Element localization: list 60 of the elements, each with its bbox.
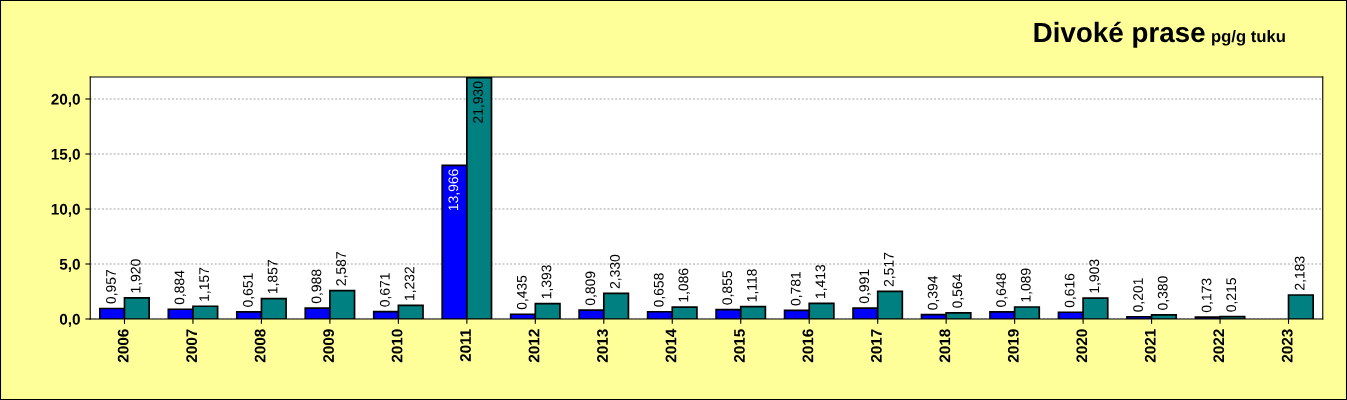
- data-label: 0,651: [243, 273, 255, 307]
- data-label: 2,587: [336, 252, 348, 286]
- data-label: 1,413: [815, 264, 827, 298]
- x-tick-label: 2016: [802, 329, 814, 363]
- data-label: 0,201: [1133, 278, 1145, 312]
- x-tick-label: 2021: [1144, 329, 1156, 363]
- data-label: 1,857: [267, 260, 280, 294]
- x-tick-label: 2023: [1281, 329, 1293, 363]
- data-label: 1,118: [746, 269, 759, 302]
- data-label: 1,086: [678, 268, 690, 302]
- data-label: 1,232: [404, 266, 417, 300]
- data-label: 0,380: [1157, 276, 1170, 310]
- data-label: 1,157: [199, 267, 211, 301]
- x-tick-label: 2010: [391, 329, 403, 363]
- data-label: 0,884: [174, 270, 186, 305]
- data-label: 2,517: [883, 252, 896, 287]
- data-label: 1,393: [541, 265, 554, 299]
- x-tick-label: 2009: [323, 329, 334, 363]
- x-tick-label: 2007: [186, 329, 198, 363]
- data-label: 0,215: [1226, 278, 1238, 312]
- data-label: 0,616: [1064, 273, 1077, 308]
- data-label: 0,781: [790, 271, 803, 306]
- x-tick-label: 2012: [528, 329, 540, 363]
- data-label: 0,957: [106, 270, 118, 304]
- x-tick-label: 2015: [734, 329, 745, 363]
- y-tick-label: 0,0: [59, 313, 80, 327]
- y-tick-label: 10,0: [51, 203, 80, 217]
- x-tick-label: 2011: [460, 329, 471, 362]
- x-tick-label: 2020: [1076, 329, 1088, 363]
- data-label: 0,988: [311, 269, 323, 304]
- data-label: 0,671: [379, 273, 392, 307]
- x-tick-label: 2006: [117, 329, 129, 363]
- y-tick-label: 15,0: [51, 148, 80, 162]
- data-label: 1,903: [1089, 259, 1101, 293]
- y-tick-label: 20,0: [51, 93, 80, 107]
- data-label: 0,648: [996, 273, 1008, 307]
- data-label: 0,173: [1201, 278, 1214, 313]
- y-tick-label: 5,0: [59, 258, 80, 272]
- data-label: 0,991: [859, 269, 871, 304]
- data-label: 21,930: [473, 81, 485, 123]
- data-label: 0,809: [585, 271, 597, 306]
- data-label: 2,330: [610, 254, 622, 289]
- data-label: 0,394: [927, 275, 940, 310]
- data-label: 1,920: [130, 259, 143, 293]
- x-tick-label: 2017: [870, 329, 882, 363]
- x-tick-label: 2013: [597, 329, 608, 363]
- data-label: 0,855: [722, 271, 734, 305]
- data-label: 1,089: [1020, 268, 1033, 302]
- x-tick-label: 2014: [665, 328, 677, 363]
- x-tick-label: 2008: [254, 329, 266, 363]
- data-label: 13,966: [448, 169, 460, 211]
- x-tick-label: 2019: [1007, 329, 1019, 363]
- data-label: 0,658: [653, 273, 666, 307]
- data-label: 0,435: [516, 275, 529, 310]
- data-label: 0,564: [952, 274, 964, 308]
- x-tick-label: 2018: [939, 329, 951, 363]
- chart-subtitle: pg/g tuku: [1212, 29, 1285, 46]
- data-label: 2,183: [1294, 256, 1307, 290]
- chart-title: Divoké prase: [1034, 21, 1205, 48]
- x-tick-label: 2022: [1213, 329, 1225, 363]
